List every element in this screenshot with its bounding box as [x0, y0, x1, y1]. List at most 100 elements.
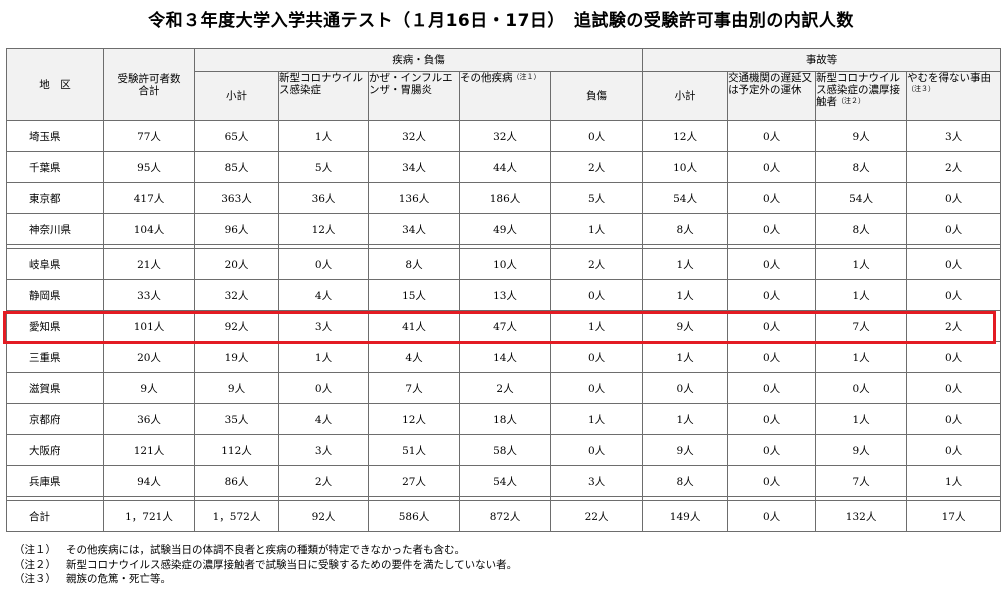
table-row: 静岡県 33人 32人 4人 15人 13人 0人 1人 0人 1人 0人 [6, 279, 1002, 311]
cell-contact: 7人 [815, 465, 908, 497]
region-cell: 三重県 [6, 341, 104, 373]
cell-ill-sub: 19人 [194, 341, 279, 373]
header-accident-group: 事故等 [642, 48, 1002, 72]
cell-covid: 12人 [278, 213, 369, 245]
cell-acc-sub: 8人 [642, 465, 729, 497]
cell-other: 32人 [459, 120, 551, 152]
cell-ill-sub: 86人 [194, 465, 279, 497]
region-cell: 兵庫県 [6, 465, 104, 497]
cell-unavoidable: 0人 [906, 372, 1002, 404]
header-region: 地 区 [6, 48, 104, 121]
cell-transport: 0人 [727, 213, 817, 245]
cell-unavoidable: 0人 [906, 182, 1002, 214]
cell-covid: 0人 [278, 372, 369, 404]
region-cell: 埼玉県 [6, 120, 104, 152]
cell-covid: 1人 [278, 120, 369, 152]
cell-other: 186人 [459, 182, 551, 214]
cell-covid: 3人 [278, 434, 369, 466]
cell-ill-sub: 20人 [194, 248, 279, 280]
cell-total: 101人 [103, 310, 195, 342]
footnote-text: 新型コロナウイルス感染症の濃厚接触者で試験当日に受験するための要件を満たしていな… [66, 558, 518, 571]
cell-acc-sub: 8人 [642, 213, 729, 245]
cell-total: 94人 [103, 465, 195, 497]
table-row: 兵庫県 94人 86人 2人 27人 54人 3人 8人 0人 7人 1人 [6, 465, 1002, 497]
cell-contact: 54人 [815, 182, 908, 214]
cell-acc-sub: 149人 [642, 500, 729, 532]
cell-total: 1，721人 [103, 500, 195, 532]
cell-injury: 0人 [549, 372, 644, 404]
table-row: 岐阜県 21人 20人 0人 8人 10人 2人 1人 0人 1人 0人 [6, 248, 1002, 280]
header-illness-group: 疾病・負傷 [193, 48, 644, 72]
cell-contact: 1人 [815, 341, 908, 373]
cell-flu: 51人 [368, 434, 460, 466]
cell-total: 104人 [103, 213, 195, 245]
cell-acc-sub: 0人 [642, 372, 729, 404]
footnote-text: 親族の危篤・死亡等。 [66, 573, 171, 585]
cell-other: 49人 [459, 213, 551, 245]
cell-transport: 0人 [727, 310, 817, 342]
cell-contact: 1人 [815, 403, 908, 435]
table-row: 京都府 36人 35人 4人 12人 18人 1人 1人 0人 1人 0人 [6, 403, 1002, 435]
cell-ill-sub: 35人 [194, 403, 279, 435]
table-row: 東京都 417人 363人 36人 136人 186人 5人 54人 0人 54人 0人 [6, 182, 1002, 214]
cell-injury: 0人 [549, 341, 644, 373]
table-row: 滋賀県 9人 9人 0人 7人 2人 0人 0人 0人 0人 0人 [6, 372, 1002, 404]
region-cell: 滋賀県 [6, 372, 104, 404]
cell-other: 14人 [459, 341, 551, 373]
cell-flu: 32人 [368, 120, 460, 152]
cell-injury: 2人 [549, 151, 644, 183]
cell-transport: 0人 [727, 500, 817, 532]
cell-acc-sub: 9人 [642, 310, 729, 342]
cell-total: 21人 [103, 248, 195, 280]
cell-ill-sub: 85人 [194, 151, 279, 183]
cell-ill-sub: 1，572人 [194, 500, 279, 532]
cell-unavoidable: 1人 [906, 465, 1002, 497]
cell-flu: 8人 [368, 248, 460, 280]
note-ref-3: （注３） [907, 85, 936, 93]
cell-contact: 9人 [815, 434, 908, 466]
footnote-label: （注２） [14, 558, 56, 571]
cell-flu: 136人 [368, 182, 460, 214]
cell-transport: 0人 [727, 341, 817, 373]
region-cell: 京都府 [6, 403, 104, 435]
cell-unavoidable: 0人 [906, 434, 1002, 466]
cell-total: 77人 [103, 120, 195, 152]
cell-total: 20人 [103, 341, 195, 373]
header-accident-subtotal: 小計 [642, 71, 729, 121]
cell-injury: 3人 [549, 465, 644, 497]
table-row: 愛知県 101人 92人 3人 41人 47人 1人 9人 0人 7人 2人 [6, 310, 1002, 342]
cell-unavoidable: 0人 [906, 213, 1002, 245]
footnote-1: （注１） その他疾病には，試験当日の体調不良者と疾病の種類が特定できなかった者も含… [14, 543, 517, 558]
table-row: 三重県 20人 19人 1人 4人 14人 0人 1人 0人 1人 0人 [6, 341, 1002, 373]
cell-acc-sub: 9人 [642, 434, 729, 466]
cell-injury: 1人 [549, 310, 644, 342]
table-row: 神奈川県 104人 96人 12人 34人 49人 1人 8人 0人 8人 0人 [6, 213, 1002, 245]
header-flu: かぜ・インフルエンザ・胃腸炎 [368, 71, 460, 121]
cell-acc-sub: 1人 [642, 279, 729, 311]
region-cell: 静岡県 [6, 279, 104, 311]
header-close-contact: 新型コロナウイルス感染症の濃厚接触者（注２） [815, 71, 908, 121]
cell-injury: 1人 [549, 403, 644, 435]
page-title: 令和３年度大学入学共通テスト（１月16日・17日） 追試験の受験許可事由別の内訳… [148, 11, 854, 31]
footnote-2: （注２） 新型コロナウイルス感染症の濃厚接触者で試験当日に受験するための要件を満た… [14, 558, 517, 573]
cell-contact: 1人 [815, 279, 908, 311]
cell-acc-sub: 10人 [642, 151, 729, 183]
region-cell: 合計 [6, 500, 104, 532]
cell-ill-sub: 9人 [194, 372, 279, 404]
cell-unavoidable: 0人 [906, 279, 1002, 311]
cell-contact: 8人 [815, 213, 908, 245]
cell-covid: 2人 [278, 465, 369, 497]
cell-injury: 2人 [549, 248, 644, 280]
cell-transport: 0人 [727, 465, 817, 497]
cell-unavoidable: 0人 [906, 403, 1002, 435]
cell-injury: 0人 [549, 120, 644, 152]
cell-transport: 0人 [727, 182, 817, 214]
cell-flu: 34人 [368, 151, 460, 183]
header-transport: 交通機関の遅延又は予定外の運休 [727, 71, 817, 121]
cell-acc-sub: 1人 [642, 403, 729, 435]
cell-other: 18人 [459, 403, 551, 435]
cell-ill-sub: 363人 [194, 182, 279, 214]
footnote-3: （注３） 親族の危篤・死亡等。 [14, 572, 517, 587]
cell-other: 10人 [459, 248, 551, 280]
cell-other: 872人 [459, 500, 551, 532]
